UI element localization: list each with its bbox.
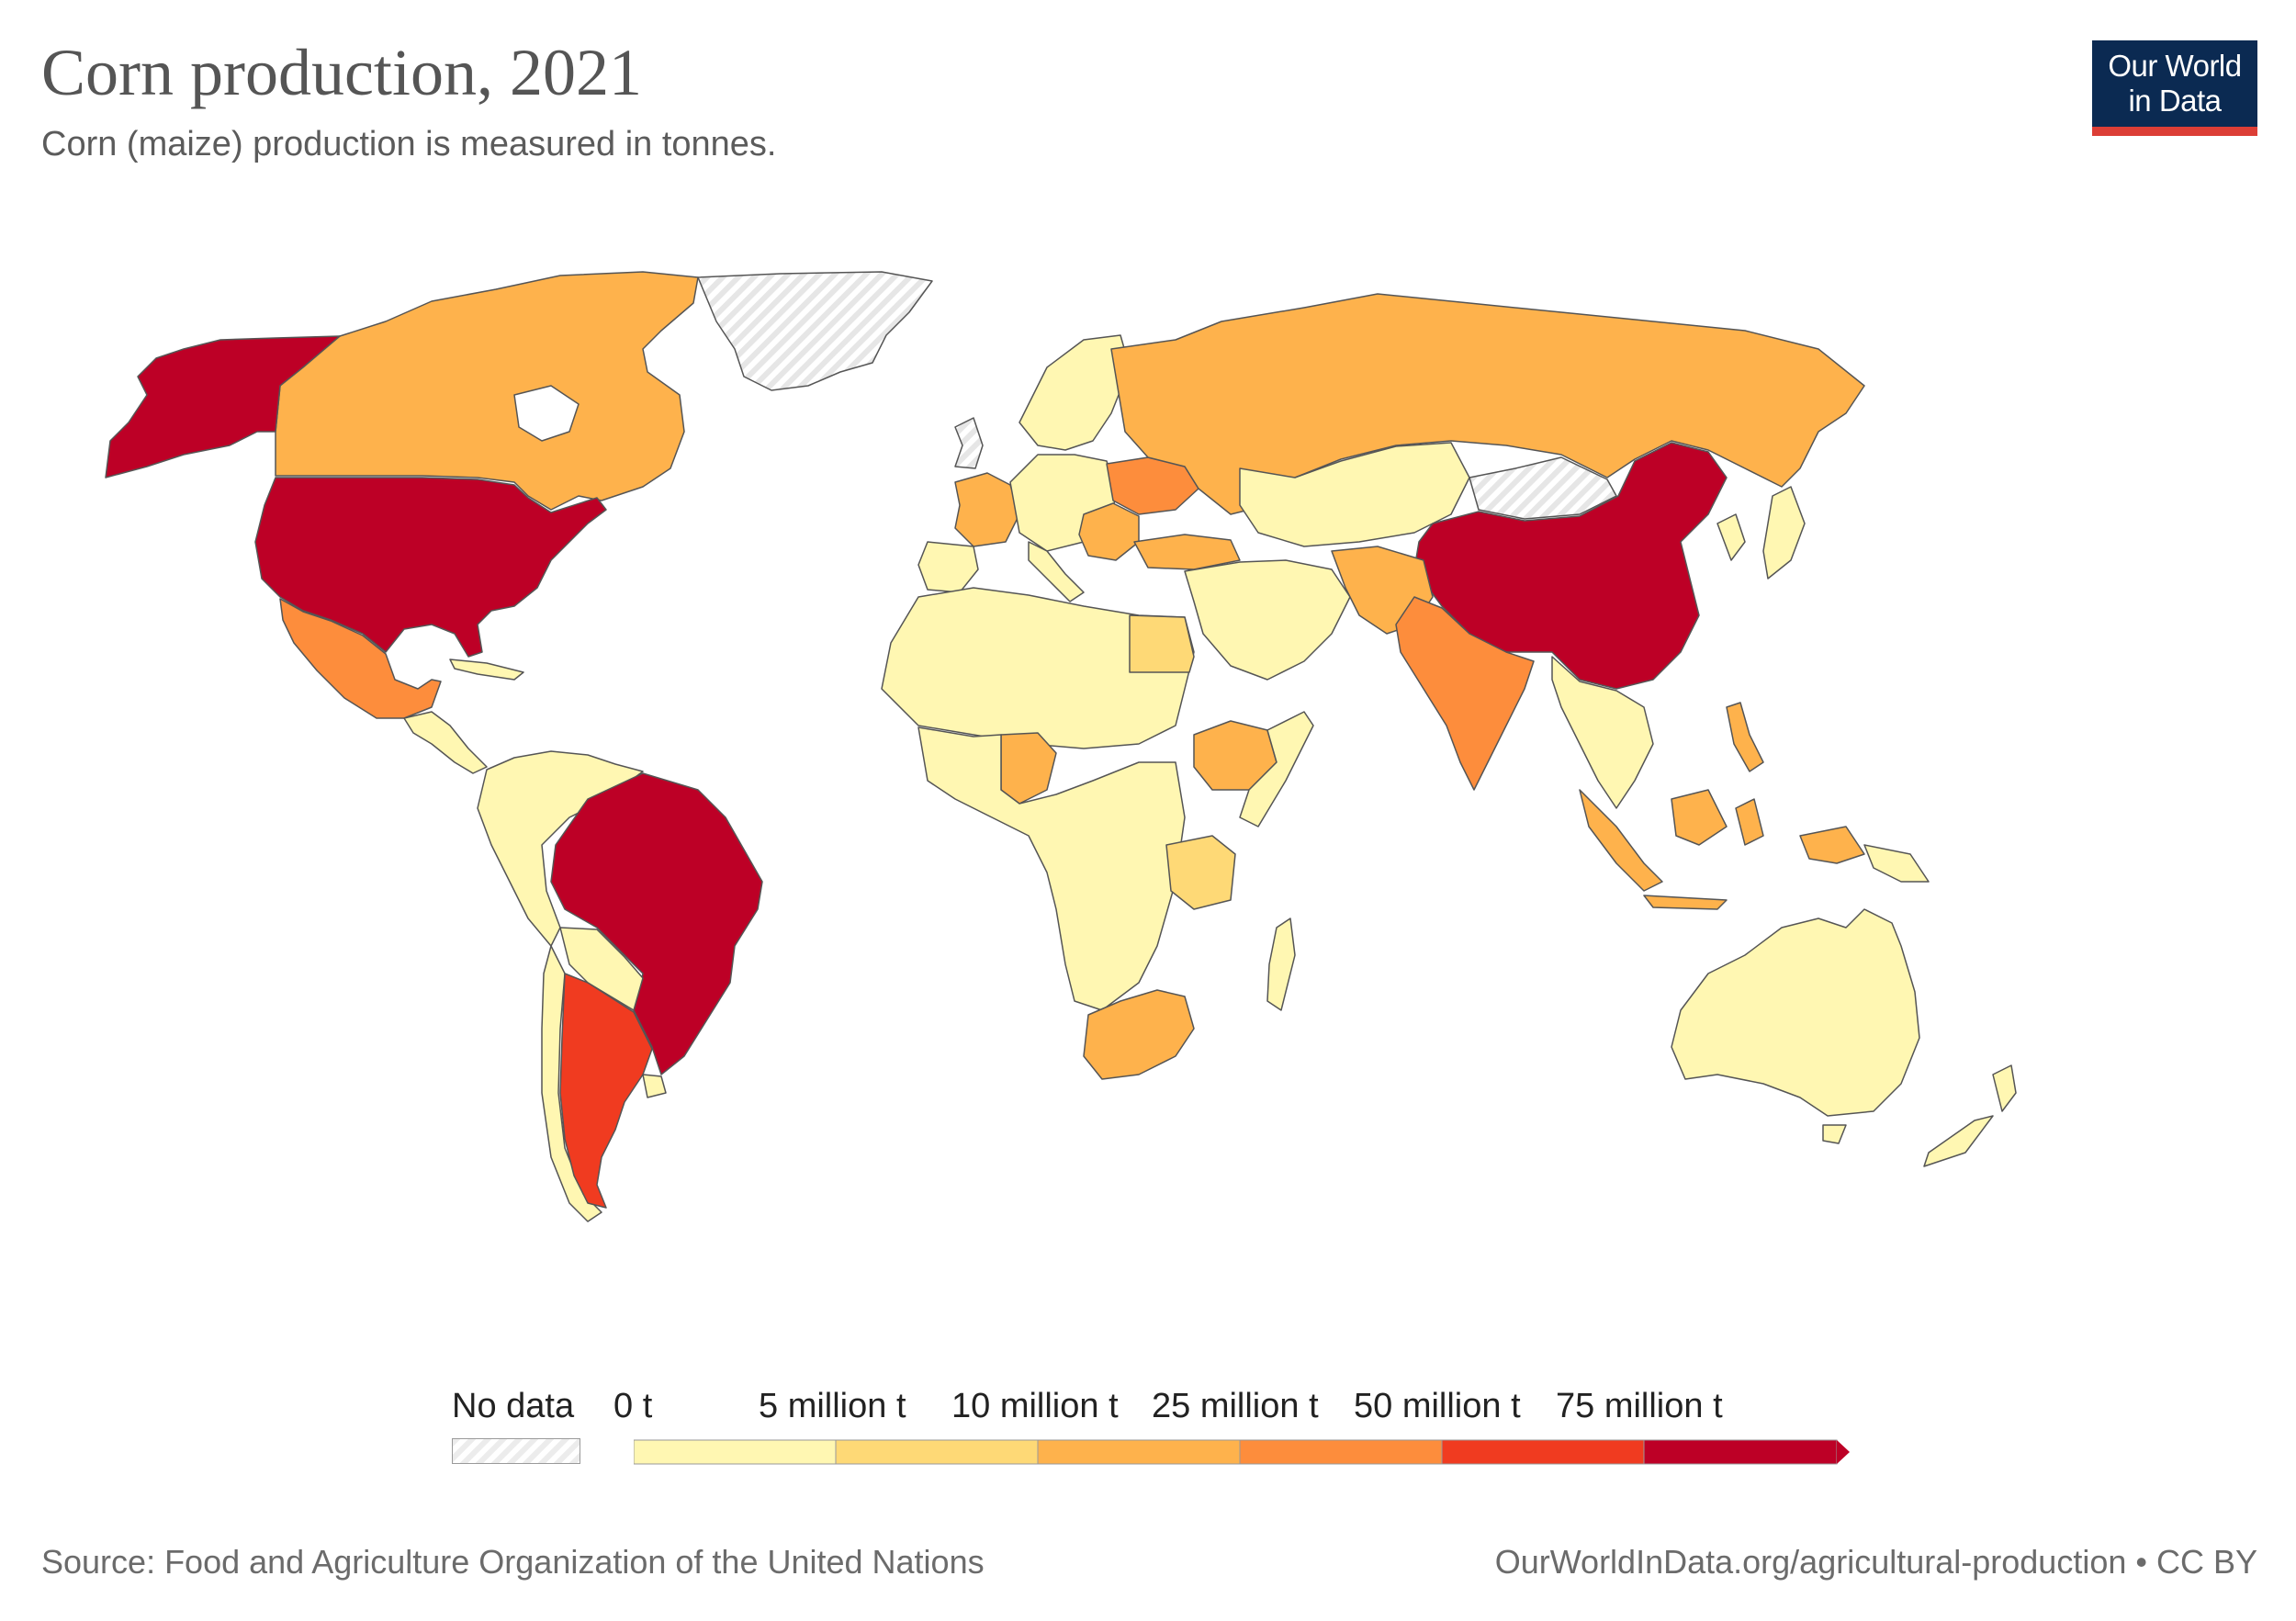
- country-alaska-us[interactable]: [105, 335, 341, 478]
- region-korea-japan[interactable]: [1716, 486, 1806, 580]
- region-caribbean[interactable]: [449, 659, 524, 681]
- legend-color-scale: [634, 1439, 1850, 1465]
- legend-tick-label-2: 10 million t: [951, 1387, 1119, 1425]
- country-brazil[interactable]: [550, 772, 763, 1075]
- country-united-kingdom[interactable]: [954, 417, 984, 469]
- country-india[interactable]: [1395, 596, 1535, 791]
- region-central-africa[interactable]: [917, 726, 1186, 1011]
- legend-tick-label-1: 5 million t: [759, 1387, 906, 1425]
- region-bolivia-paraguay[interactable]: [559, 927, 644, 1011]
- legend-swatch-2: [1037, 1439, 1241, 1465]
- region-iberia[interactable]: [917, 541, 979, 593]
- legend-swatch-0: [634, 1439, 837, 1465]
- region-north-africa[interactable]: [881, 587, 1195, 749]
- legend-swatch-5: [1643, 1439, 1838, 1465]
- region-tasmania[interactable]: [1822, 1124, 1847, 1144]
- country-russia[interactable]: [1110, 293, 1865, 515]
- chart-title: Corn production, 2021: [41, 36, 642, 109]
- country-turkey[interactable]: [1133, 534, 1241, 570]
- chart-subtitle: Corn (maize) production is measured in t…: [41, 125, 777, 163]
- legend-swatch-4: [1441, 1439, 1645, 1465]
- country-egypt[interactable]: [1129, 614, 1195, 673]
- world-map[interactable]: [0, 248, 2296, 1286]
- region-central-america[interactable]: [403, 711, 488, 774]
- country-south-africa[interactable]: [1083, 989, 1195, 1080]
- legend-swatch-3: [1239, 1439, 1443, 1465]
- country-united-states[interactable]: [254, 477, 607, 658]
- legend-no-data-label: No data: [452, 1387, 575, 1425]
- owid-logo[interactable]: Our World in Data: [2092, 40, 2257, 136]
- country-france[interactable]: [954, 472, 1020, 547]
- country-argentina[interactable]: [559, 973, 653, 1209]
- region-central-asia[interactable]: [1239, 442, 1470, 547]
- legend-tick-label-4: 50 million t: [1354, 1387, 1521, 1425]
- region-southeast-asia[interactable]: [1551, 656, 1654, 809]
- country-madagascar[interactable]: [1266, 917, 1296, 1011]
- country-canada[interactable]: [275, 271, 699, 511]
- country-tanzania[interactable]: [1165, 835, 1236, 910]
- logo-line-2: in Data: [2128, 84, 2222, 118]
- country-new-zealand[interactable]: [1923, 1064, 2017, 1167]
- country-mongolia[interactable]: [1469, 456, 1617, 520]
- legend-swatch-1: [835, 1439, 1039, 1465]
- country-greenland[interactable]: [697, 271, 933, 391]
- legend-no-data-swatch: [452, 1438, 580, 1464]
- legend-tick-label-0: 0 t: [613, 1387, 653, 1425]
- country-italy[interactable]: [1028, 541, 1085, 602]
- country-philippines[interactable]: [1726, 702, 1764, 772]
- region-middle-east[interactable]: [1184, 559, 1351, 681]
- country-chile[interactable]: [541, 945, 602, 1222]
- country-papua-new-guinea[interactable]: [1863, 844, 1930, 883]
- footer-source: Source: Food and Agriculture Organizatio…: [41, 1543, 985, 1581]
- legend-arrow-tip: [1837, 1440, 1850, 1464]
- country-uruguay[interactable]: [642, 1074, 667, 1098]
- region-balkans[interactable]: [1078, 502, 1140, 561]
- country-indonesia[interactable]: [1579, 789, 1865, 910]
- country-nigeria[interactable]: [1000, 732, 1057, 805]
- region-horn-of-africa[interactable]: [1239, 711, 1314, 827]
- logo-line-1: Our World: [2108, 49, 2242, 83]
- footer-url[interactable]: OurWorldInData.org/agricultural-producti…: [1494, 1543, 2257, 1581]
- legend-tick-label-3: 25 million t: [1152, 1387, 1319, 1425]
- country-australia[interactable]: [1671, 908, 1920, 1117]
- country-mexico[interactable]: [279, 598, 442, 719]
- legend-tick-label-5: 75 million t: [1556, 1387, 1723, 1425]
